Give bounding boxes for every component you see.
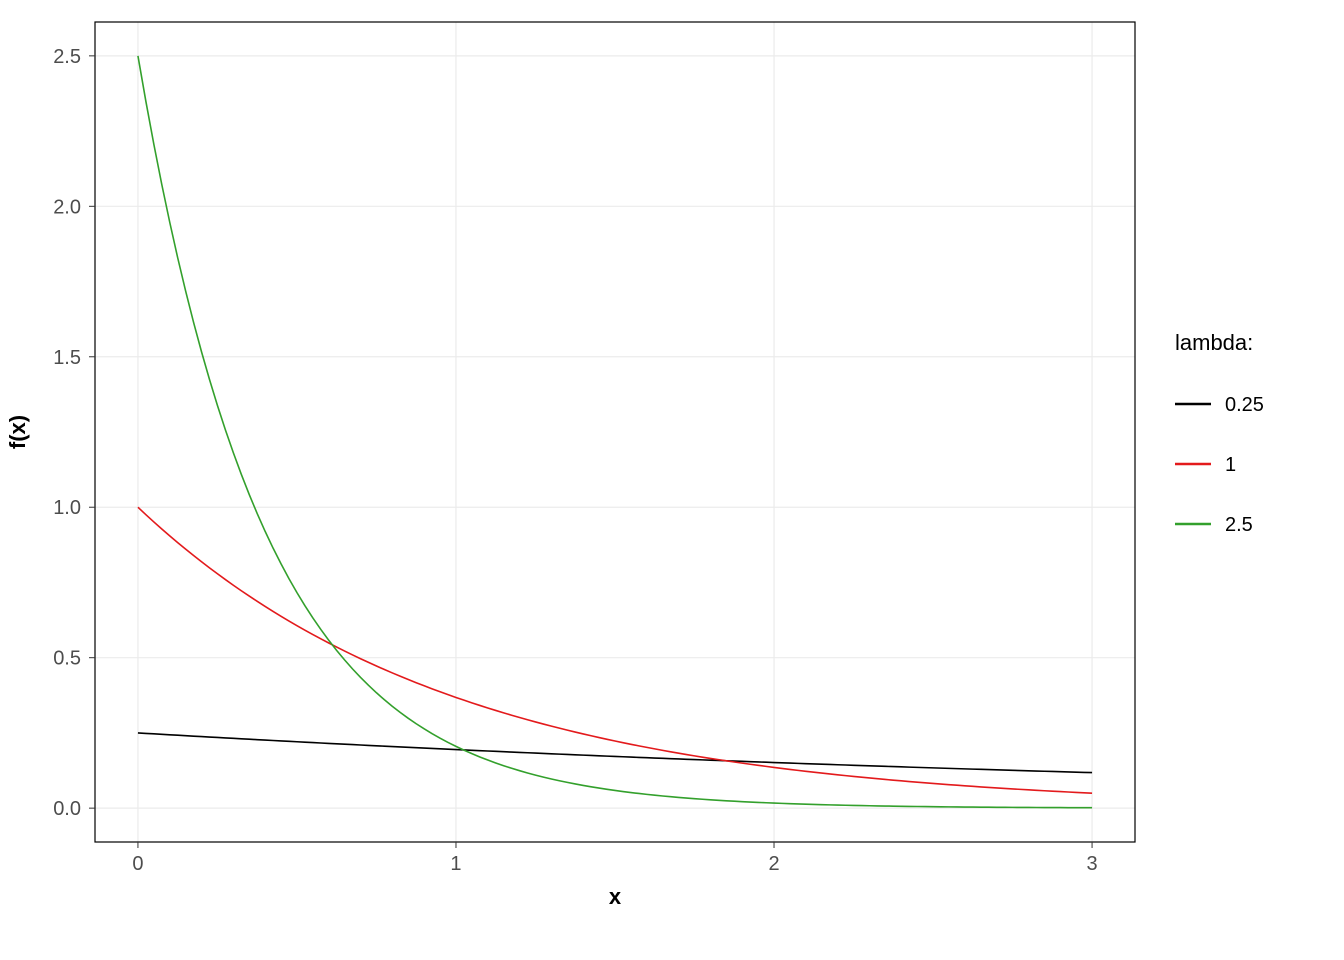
plot-panel bbox=[95, 22, 1135, 842]
x-tick-label: 3 bbox=[1087, 853, 1098, 875]
x-axis-title: x bbox=[609, 884, 622, 909]
x-tick-label: 2 bbox=[768, 853, 779, 875]
y-axis-title: f(x) bbox=[5, 415, 30, 449]
legend-title: lambda: bbox=[1175, 330, 1253, 355]
legend-item-label: 2.5 bbox=[1225, 514, 1253, 536]
legend-item-label: 1 bbox=[1225, 454, 1236, 476]
y-tick-label: 2.5 bbox=[53, 46, 81, 68]
legend-item-label: 0.25 bbox=[1225, 394, 1264, 416]
x-tick-label: 1 bbox=[450, 853, 461, 875]
line-chart: 0 1 2 3 0.0 0.5 1.0 1.5 2.0 2.5 x f(x) lambda: 0.25 1 2… bbox=[0, 0, 1344, 960]
chart-container: { "chart": { "type": "line", "width": 13… bbox=[0, 0, 1344, 960]
y-tick-label: 0.5 bbox=[53, 648, 81, 670]
y-tick-label: 0.0 bbox=[53, 798, 81, 820]
y-tick-label: 2.0 bbox=[53, 196, 81, 218]
y-tick-label: 1.0 bbox=[53, 497, 81, 519]
x-tick-label: 0 bbox=[132, 853, 143, 875]
y-tick-label: 1.5 bbox=[53, 347, 81, 369]
